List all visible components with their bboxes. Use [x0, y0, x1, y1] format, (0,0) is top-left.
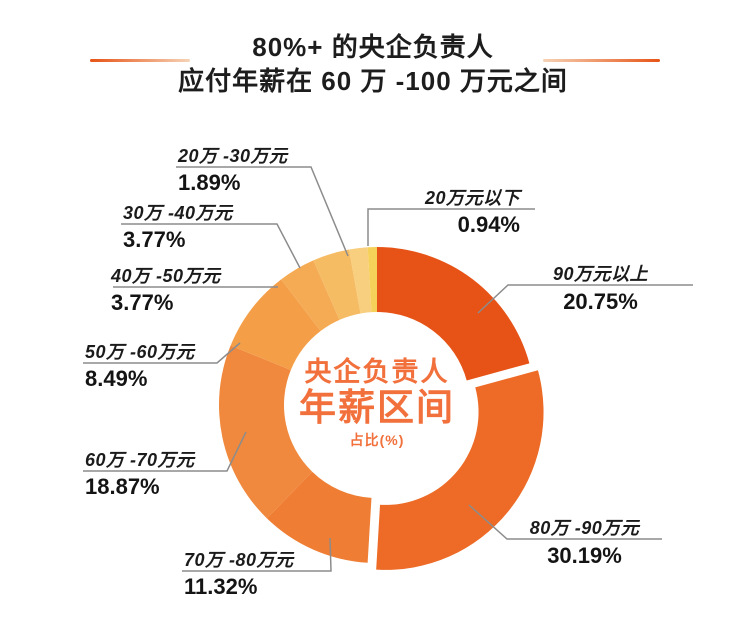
donut-slice-8: [349, 247, 372, 314]
page-title: 80%+ 的央企负责人 应付年薪在 60 万 -100 万元之间: [0, 30, 746, 98]
slice-range-label-1: 90万元以上: [552, 264, 649, 284]
donut-slice-5: [230, 279, 321, 371]
slice-range-label-8: 20万 -30万元: [178, 146, 288, 166]
title-accent-line-right: [543, 59, 660, 62]
slice-range-label-5: 50万 -60万元: [85, 342, 195, 362]
donut-slice-7: [313, 249, 361, 320]
leader-line-5: [83, 342, 241, 364]
leader-line-4: [83, 431, 247, 472]
leader-line-3: [182, 537, 332, 572]
donut-center-label: 央企负责人 年薪区间 占比(%): [299, 356, 455, 450]
slice-percent-label-4: 18.87%: [85, 474, 160, 499]
slice-range-label-7: 30万 -40万元: [123, 203, 233, 223]
slice-range-label-9: 20万元以下: [424, 188, 520, 208]
slice-percent-label-7: 3.77%: [123, 227, 186, 252]
title-accent-line-left: [90, 59, 190, 62]
donut-slice-6: [281, 260, 340, 332]
leader-line-2: [468, 504, 662, 540]
slice-percent-label-9: 0.94%: [457, 212, 520, 237]
donut-slice-4: [219, 345, 313, 519]
page-title-line2: 应付年薪在 60 万 -100 万元之间: [178, 66, 568, 96]
slice-percent-label-2: 30.19%: [547, 543, 622, 568]
leader-line-8: [176, 166, 349, 257]
leader-line-1: [477, 284, 693, 314]
slice-percent-label-5: 8.49%: [85, 366, 148, 391]
leader-line-9: [367, 208, 535, 246]
slice-range-label-4: 60万 -70万元: [85, 450, 195, 470]
slice-range-label-6: 40万 -50万元: [111, 266, 221, 286]
donut-slice-2: [376, 370, 544, 570]
slice-percent-label-8: 1.89%: [178, 170, 241, 195]
center-label-line2: 年薪区间: [299, 387, 455, 429]
donut-slice-1: [377, 246, 530, 381]
leader-line-7: [121, 223, 301, 269]
slice-percent-label-1: 20.75%: [563, 289, 638, 314]
slice-percent-label-6: 3.77%: [111, 290, 174, 315]
donut-slice-3: [266, 471, 372, 563]
slice-range-label-3: 70万 -80万元: [184, 550, 294, 570]
center-label-line3: 占比(%): [349, 432, 405, 449]
donut-slice-9: [367, 247, 377, 313]
slice-percent-label-3: 11.32%: [184, 574, 258, 599]
center-label-line1: 央企负责人: [304, 357, 450, 388]
page-title-line1: 80%+ 的央企负责人: [252, 32, 494, 62]
slice-range-label-2: 80万 -90万元: [529, 518, 640, 538]
